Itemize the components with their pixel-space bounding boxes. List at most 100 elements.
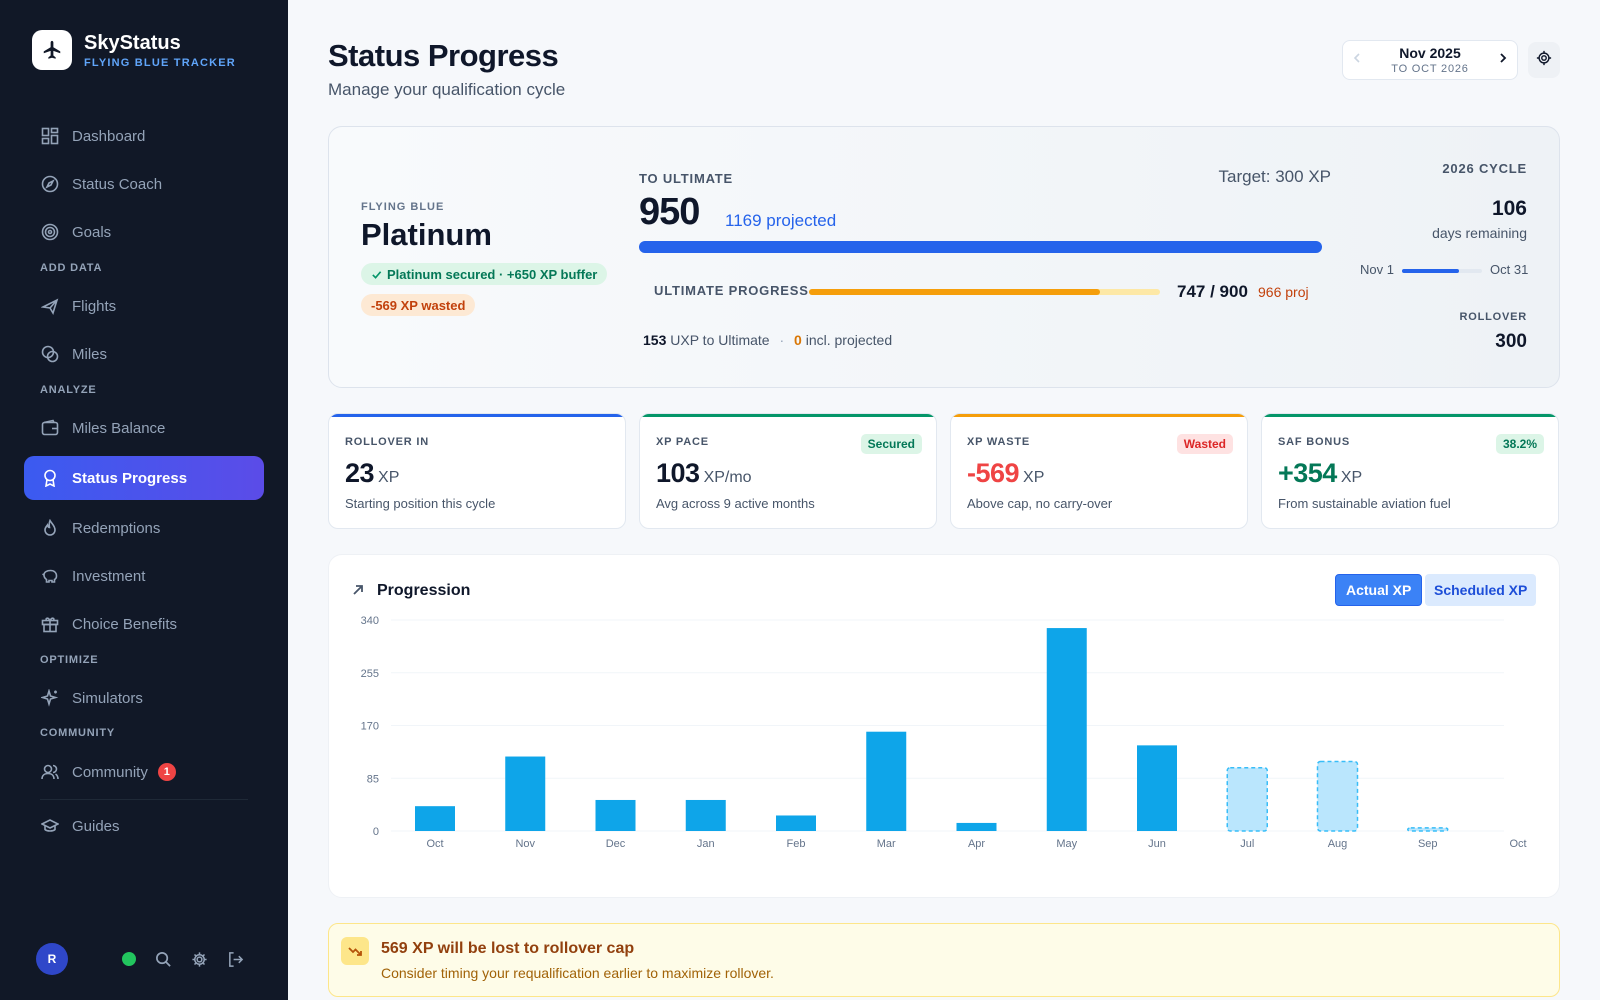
nav-status-coach[interactable]: Status Coach: [24, 162, 264, 206]
xp-progress-bar: [639, 241, 1322, 253]
ultimate-progress-fill: [809, 289, 1101, 295]
current-xp: 950: [639, 191, 700, 233]
bar-actual: [1046, 628, 1087, 831]
logout-icon[interactable]: [226, 950, 244, 968]
nav-choice-benefits[interactable]: Choice Benefits: [24, 602, 264, 646]
app-name: SkyStatus: [84, 32, 181, 54]
gear-icon: [1536, 50, 1552, 71]
nav-flights[interactable]: Flights: [24, 284, 264, 328]
avatar[interactable]: R: [36, 943, 68, 975]
stat-value: 103 XP/mo: [656, 458, 752, 489]
projected-xp: 1169 projected: [725, 211, 837, 230]
settings-button[interactable]: [1528, 42, 1560, 78]
stat-accent-bar: [1262, 414, 1558, 417]
section-analyze: ANALYZE: [40, 384, 97, 396]
bar-actual: [776, 815, 816, 831]
plane-icon: [40, 296, 60, 316]
scheduled-xp-toggle[interactable]: Scheduled XP: [1425, 574, 1537, 606]
x-tick-label: Oct: [426, 838, 443, 850]
y-tick-label: 85: [367, 773, 379, 785]
bar-actual: [595, 799, 636, 831]
bar-scheduled: [1316, 760, 1359, 832]
stat-number: 103: [656, 458, 700, 488]
uxp-summary: 153 UXP to Ultimate · 0 incl. projected: [643, 332, 892, 348]
chevron-right-icon[interactable]: [1497, 51, 1509, 69]
rollover-value: 300: [1495, 331, 1527, 352]
nav-label: Miles: [72, 345, 108, 363]
nav-simulators[interactable]: Simulators: [24, 676, 264, 720]
nav-label: Redemptions: [72, 519, 161, 537]
date-range-main: Nov 2025: [1399, 45, 1461, 61]
secured-chip-label: Platinum secured · +650 XP buffer: [387, 266, 598, 282]
bar-actual: [1137, 745, 1177, 831]
x-tick-label: Aug: [1328, 838, 1348, 850]
gift-icon: [40, 614, 60, 634]
nav-label: Guides: [72, 817, 120, 835]
nav-miles-balance[interactable]: Miles Balance: [24, 406, 264, 450]
x-tick-label: Apr: [968, 838, 985, 850]
cycle-progress-bar: [1402, 269, 1482, 273]
date-range-picker[interactable]: Nov 2025 TO OCT 2026: [1342, 40, 1518, 80]
nav-goals[interactable]: Goals: [24, 210, 264, 254]
stat-unit: XP/mo: [703, 469, 752, 486]
brand[interactable]: SkyStatus FLYING BLUE TRACKER: [32, 30, 236, 70]
stat-label: SAF BONUS: [1278, 436, 1350, 448]
actual-xp-toggle[interactable]: Actual XP: [1335, 574, 1423, 606]
incl-projected-text: incl. projected: [805, 332, 893, 348]
y-tick-label: 170: [361, 721, 379, 733]
stat-unit: XP: [1023, 469, 1045, 486]
arrow-up-right-icon: [351, 583, 367, 599]
chevron-left-icon[interactable]: [1351, 51, 1363, 69]
nav-miles[interactable]: Miles: [24, 332, 264, 376]
gear-icon[interactable]: [190, 950, 208, 968]
stat-description: Above cap, no carry-over: [967, 496, 1113, 511]
nav-label: Dashboard: [72, 127, 146, 145]
bar-scheduled: [1407, 827, 1449, 832]
x-tick-label: Oct: [1509, 838, 1526, 850]
x-tick-label: May: [1056, 838, 1077, 850]
stat-label: XP WASTE: [967, 436, 1031, 448]
search-icon[interactable]: [154, 950, 172, 968]
days-remaining-value: 106: [1491, 197, 1527, 220]
page-subtitle: Manage your qualification cycle: [328, 80, 566, 99]
ultimate-progress-bar: [809, 289, 1160, 295]
xp-progress-fill: [639, 241, 1322, 253]
bar-actual: [685, 799, 726, 831]
program-label: FLYING BLUE: [361, 201, 445, 213]
x-tick-label: Jun: [1148, 838, 1166, 850]
nav-dashboard[interactable]: Dashboard: [24, 114, 264, 158]
nav-community[interactable]: Community 1: [24, 750, 264, 794]
section-add-data: ADD DATA: [40, 262, 103, 274]
nav-label: Simulators: [72, 689, 143, 707]
nav-label: Investment: [72, 567, 146, 585]
nav-label: Goals: [72, 223, 112, 241]
compass-icon: [40, 174, 60, 194]
sidebar-footer: R: [36, 943, 244, 975]
nav-redemptions[interactable]: Redemptions: [24, 506, 264, 550]
stat-number: +354: [1278, 458, 1337, 488]
stat-description: Avg across 9 active months: [656, 496, 815, 511]
nav-label: Community: [72, 763, 148, 781]
nav-investment[interactable]: Investment: [24, 554, 264, 598]
ultimate-projected: 966 proj: [1258, 284, 1309, 300]
stat-value: 23 XP: [345, 458, 399, 489]
stat-card-saf-bonus: SAF BONUS 38.2% +354 XP From sustainable …: [1261, 413, 1559, 529]
cycle-end: Oct 31: [1490, 262, 1529, 277]
ultimate-progress-label: ULTIMATE PROGRESS: [654, 283, 809, 298]
nav-label: Status Coach: [72, 175, 163, 193]
sidebar-divider: [40, 799, 248, 800]
stat-value: +354 XP: [1278, 458, 1362, 489]
status-badge: 38.2%: [1495, 434, 1544, 454]
progression-title: Progression: [377, 582, 471, 599]
status-badge: Secured: [860, 434, 922, 454]
status-hero-card: FLYING BLUE Platinum Platinum secured · …: [328, 126, 1560, 388]
nav-guides[interactable]: Guides: [24, 804, 264, 848]
stat-description: From sustainable aviation fuel: [1278, 496, 1451, 511]
award-icon: [40, 468, 60, 488]
online-status-dot: [122, 952, 136, 966]
nav-status-progress[interactable]: Status Progress: [24, 456, 264, 500]
plane-icon: [32, 30, 72, 70]
to-ultimate-label: TO ULTIMATE: [639, 171, 734, 186]
nav-label: Miles Balance: [72, 419, 166, 437]
nav-label: Choice Benefits: [72, 615, 178, 633]
